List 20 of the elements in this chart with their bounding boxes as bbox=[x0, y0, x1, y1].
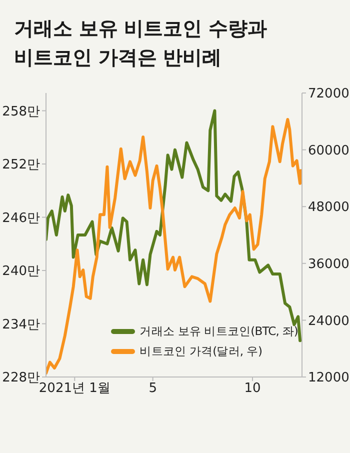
y-tick-label: 252만 bbox=[2, 158, 40, 173]
y2-tick-label: 60000 bbox=[308, 143, 350, 158]
legend-label: 비트코인 가격(달러, 우) bbox=[140, 343, 262, 360]
line-series bbox=[46, 109, 302, 342]
x-tick-label: 5 bbox=[148, 381, 157, 396]
y-tick-label: 234만 bbox=[2, 317, 40, 332]
y-tick-label: 246만 bbox=[2, 210, 40, 226]
y-tick-label: 258만 bbox=[2, 104, 40, 120]
legend-label: 거래소 보유 비트코인(BTC, 좌) bbox=[140, 323, 298, 340]
line-series bbox=[46, 118, 302, 375]
y-tick-label: 228만 bbox=[2, 370, 40, 386]
y2-tick-label: 72000 bbox=[308, 86, 350, 102]
y2-tick-label: 24000 bbox=[308, 314, 350, 329]
chart-title: 거래소 보유 비트코인 수량과 비트코인 가격은 반비례 bbox=[13, 16, 268, 69]
x-tick-label: 2021년 1월 bbox=[38, 381, 110, 396]
y2-tick-label: 48000 bbox=[308, 200, 350, 216]
y-tick-label: 240만 bbox=[2, 264, 40, 280]
y2-tick-label: 36000 bbox=[308, 257, 350, 272]
x-tick-label: 10 bbox=[244, 381, 261, 396]
y2-tick-label: 12000 bbox=[308, 370, 350, 386]
